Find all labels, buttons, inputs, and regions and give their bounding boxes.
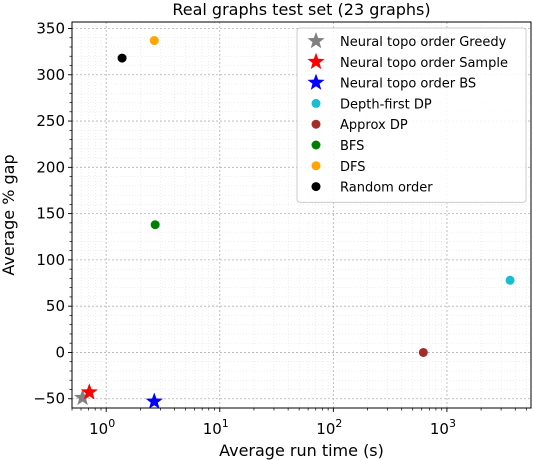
chart-title: Real graphs test set (23 graphs) — [172, 0, 430, 19]
y-axis-label: Average % gap — [0, 154, 18, 275]
point-neural-topo-order-sample — [80, 383, 98, 400]
legend-label-random-order: Random order — [340, 181, 433, 196]
y-tick-label: 100 — [36, 251, 65, 269]
x-tick-label: 100 — [89, 417, 115, 438]
plot-frame — [71, 21, 532, 409]
legend-marker-neural-topo-order-sample — [307, 52, 325, 70]
legend-marker-approx-dp — [311, 119, 321, 129]
point-neural-topo-order-greedy — [74, 388, 92, 406]
legend-marker-bfs — [311, 140, 321, 150]
legend-label-neural-topo-order-greedy: Neural topo order Greedy — [340, 35, 507, 50]
point-bfs — [150, 220, 160, 230]
legend-marker-dfs — [311, 161, 321, 171]
grid — [71, 22, 531, 408]
y-tick-label: 300 — [36, 66, 65, 84]
x-tick-label: 103 — [430, 417, 456, 438]
point-neural-topo-order-bs — [145, 392, 163, 409]
legend-label-neural-topo-order-bs: Neural topo order BS — [340, 77, 476, 92]
legend-label-neural-topo-order-sample: Neural topo order Sample — [340, 56, 508, 71]
point-approx-dp — [418, 347, 428, 357]
legend-label-dfs: DFS — [340, 160, 366, 175]
y-tick-label: −50 — [33, 390, 65, 408]
x-axis-label: Average run time (s) — [219, 441, 384, 460]
point-depth-first-dp — [505, 275, 515, 285]
x-tick-label: 101 — [203, 417, 229, 438]
legend: Neural topo order Greedy Neural topo orde… — [296, 27, 527, 203]
legend-box — [296, 27, 527, 203]
legend-marker-depth-first-dp — [311, 98, 321, 108]
legend-label-depth-first-dp: Depth-first DP — [340, 97, 432, 112]
y-tick-label: 250 — [36, 112, 65, 130]
x-tick-label: 102 — [316, 417, 342, 438]
legend-marker-neural-topo-order-bs — [307, 73, 325, 90]
y-tick-label: 0 — [55, 343, 65, 361]
point-dfs — [149, 36, 159, 46]
y-tick-label: 350 — [36, 19, 65, 37]
y-tick-label: 200 — [36, 158, 65, 176]
point-random-order — [117, 53, 127, 63]
y-tick-label: 150 — [36, 205, 65, 223]
legend-label-bfs: BFS — [340, 139, 364, 154]
data-points — [74, 36, 515, 409]
y-tick-label: 50 — [46, 297, 65, 315]
legend-marker-random-order — [311, 182, 321, 192]
legend-marker-neural-topo-order-greedy — [307, 32, 325, 49]
legend-label-approx-dp: Approx DP — [340, 118, 408, 133]
axis-ticks: 100 101 102 103 350 300 250 200 150 100 50 0 −50 — [33, 19, 527, 438]
